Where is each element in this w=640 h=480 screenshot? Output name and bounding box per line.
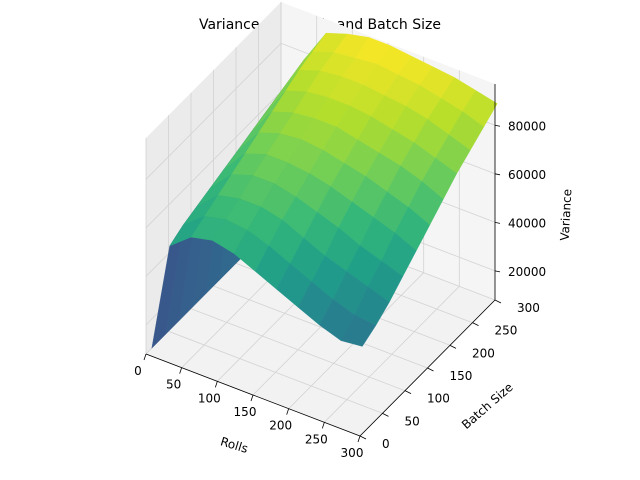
x-tick-label: 300 (341, 446, 364, 460)
x-tick-label-mark (286, 408, 290, 415)
y-tick-label-mark (449, 344, 457, 349)
z-tick-label-mark (494, 221, 501, 224)
y-tick-label-mark (359, 435, 367, 440)
y-axis-label: Batch Size (459, 380, 516, 432)
z-tick-label: 40000 (508, 216, 546, 230)
x-tick-label-mark (143, 353, 147, 361)
x-tick-label-mark (250, 394, 254, 402)
x-axis-label: Rolls (219, 434, 250, 456)
z-tick-label-mark (494, 270, 501, 273)
z-axis-label: Variance (558, 189, 575, 242)
surface-patch (340, 314, 377, 347)
x-tick-label: 200 (269, 419, 292, 433)
y-tick-label: 50 (405, 414, 420, 428)
y-tick-label: 0 (382, 437, 390, 451)
z-tick-label: 60000 (508, 168, 546, 182)
z-tick-label: 20000 (508, 265, 546, 279)
z-tick-label: 80000 (508, 119, 546, 133)
y-tick-label: 150 (450, 369, 473, 383)
tick-labels: 0501001502002503000501001502002503002000… (134, 119, 546, 460)
x-tick-label-mark (357, 435, 361, 443)
x-tick-label: 100 (198, 391, 221, 405)
y-tick-label-mark (427, 367, 434, 372)
y-tick-label-mark (472, 322, 479, 327)
surface (151, 32, 498, 349)
x-tick-label-mark (214, 381, 218, 388)
y-tick-label-mark (404, 390, 412, 395)
y-tick-label: 200 (472, 346, 495, 360)
y-tick-label-mark (382, 412, 389, 417)
y-tick-label-mark (494, 299, 502, 304)
x-tick-label: 50 (166, 378, 181, 392)
x-tick-label: 0 (134, 364, 142, 378)
y-tick-label: 300 (517, 301, 540, 315)
x-tick-label: 250 (305, 432, 328, 446)
z-tick-label-mark (494, 173, 501, 176)
x-tick-label-mark (321, 422, 325, 429)
z-tick-label-mark (494, 124, 501, 127)
y-tick-label: 100 (427, 392, 450, 406)
y-tick-label: 250 (495, 324, 518, 338)
x-tick-label-mark (179, 367, 183, 374)
x-tick-label: 150 (234, 405, 257, 419)
